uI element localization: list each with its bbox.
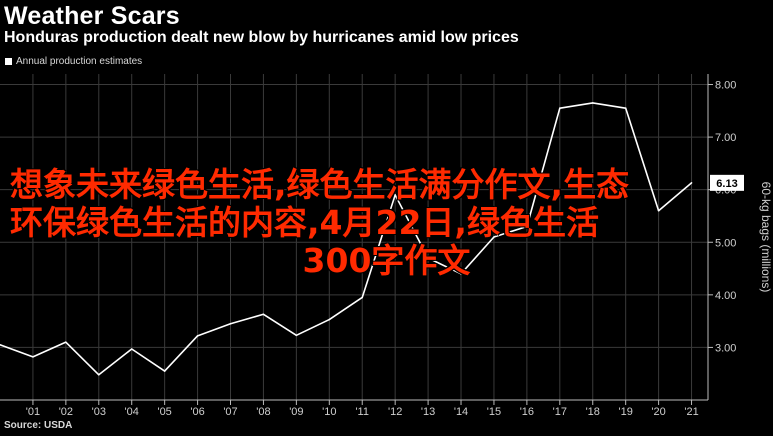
- data-point: [361, 296, 364, 299]
- x-tick-label: '16: [520, 406, 534, 418]
- data-point: [0, 343, 1, 346]
- data-point: [130, 348, 133, 350]
- x-tick-label: '04: [125, 406, 139, 418]
- x-tick-label: '01: [26, 406, 40, 418]
- x-tick-label: '15: [487, 406, 501, 418]
- x-tick-label: '14: [454, 406, 468, 418]
- legend-label: Annual production estimates: [16, 56, 143, 67]
- x-tick-label: '18: [586, 406, 600, 418]
- data-point: [427, 257, 429, 259]
- x-tick-label: '08: [256, 406, 270, 418]
- y-tick-label: 7.00: [715, 132, 736, 144]
- overlay-text-line-3: 300字作文: [302, 241, 471, 280]
- x-tick-label: '17: [553, 406, 567, 418]
- chart-title: Weather Scars: [4, 2, 180, 30]
- y-tick-label: 3.00: [715, 342, 736, 354]
- data-point: [690, 182, 693, 184]
- data-point: [196, 335, 199, 337]
- y-axis-label: 60-kg bags (millions): [759, 182, 773, 293]
- data-point: [493, 236, 495, 238]
- x-tick-label: '09: [289, 406, 303, 418]
- source-note: Source: USDA: [4, 420, 73, 431]
- x-tick-label: '03: [92, 406, 106, 418]
- data-point: [32, 356, 34, 358]
- x-tick-label: '19: [619, 406, 633, 418]
- data-point: [394, 194, 396, 196]
- overlay-text-line-1: 想象未来绿色生活,绿色生活满分作文,生态: [10, 165, 630, 204]
- last-value-label: 6.13: [716, 178, 737, 190]
- data-point: [97, 373, 100, 376]
- last-value-box: [710, 174, 744, 191]
- y-tick-label: 5.00: [715, 237, 736, 249]
- data-point: [163, 370, 166, 372]
- data-point: [295, 334, 298, 337]
- x-tick-label: '11: [355, 406, 369, 418]
- y-tick-label: 8.00: [715, 80, 736, 92]
- x-tick-label: '07: [223, 406, 237, 418]
- overlay-text-line-2: 环保绿色生活的内容,4月22日,绿色生活: [10, 203, 599, 242]
- x-tick-label: '05: [157, 406, 171, 418]
- x-tick-label: '10: [322, 406, 336, 418]
- data-point: [657, 209, 660, 212]
- y-tick-label: 4.00: [715, 290, 736, 302]
- x-tick-label: '21: [684, 406, 698, 418]
- data-point: [624, 107, 627, 109]
- data-point: [262, 313, 265, 316]
- chart-subtitle: Honduras production dealt new blow by hu…: [4, 29, 519, 46]
- data-point: [559, 107, 561, 109]
- x-tick-label: '02: [59, 406, 73, 418]
- data-point: [526, 225, 528, 228]
- data-point: [65, 341, 67, 343]
- x-tick-label: '13: [421, 406, 435, 418]
- legend: Annual production estimates: [5, 56, 142, 67]
- legend-swatch: [5, 58, 12, 65]
- x-tick-label: '12: [388, 406, 402, 418]
- data-point: [460, 273, 462, 275]
- series-line: [0, 102, 693, 376]
- data-point: [229, 322, 232, 325]
- data-point: [328, 318, 331, 321]
- x-tick-label: '06: [190, 406, 204, 418]
- x-tick-label: '20: [651, 406, 665, 418]
- data-point: [591, 102, 594, 104]
